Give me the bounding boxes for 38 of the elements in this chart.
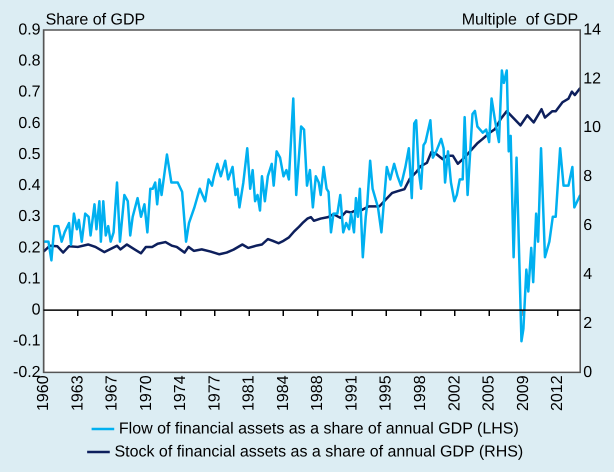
x-tick-label: 1974 [172, 375, 190, 411]
x-tick-label: 1981 [240, 375, 258, 411]
y-tick-label: 0 [32, 302, 41, 319]
y2-tick-label: 12 [583, 70, 602, 88]
y-tick-label: 0.6 [18, 114, 41, 132]
x-tick-label: 2012 [549, 375, 566, 411]
y2-tick-label: 4 [583, 266, 592, 283]
y2-tick-label: 0 [583, 364, 592, 381]
y2-tick-label: 10 [583, 119, 602, 136]
x-tick-label: 1991 [343, 375, 360, 411]
legend-label: Flow of financial assets as a share of annual GDP (LHS) [118, 420, 519, 438]
x-tick-label: 1988 [309, 375, 326, 411]
y-tick-label: 0.8 [18, 52, 41, 70]
x-tick-label: 2009 [514, 375, 532, 411]
y-axis-title: Share of GDP [46, 11, 146, 28]
x-tick-label: 1967 [104, 375, 121, 411]
y2-tick-label: 8 [583, 168, 592, 186]
y-tick-label: 0.7 [18, 84, 41, 101]
y2-tick-label: 14 [583, 21, 602, 38]
y-tick-label: 0.1 [18, 270, 41, 288]
legend-label: Stock of financial assets as a share of annual GDP (RHS) [114, 443, 524, 460]
y2-tick-label: 6 [583, 217, 592, 234]
y-tick-label: 0.4 [18, 177, 41, 194]
y-tick-label: 0.3 [18, 208, 41, 226]
x-tick-label: 2002 [446, 375, 464, 411]
y-tick-label: 0.2 [18, 239, 41, 256]
x-tick-label: 1977 [206, 375, 224, 411]
y-tick-label: 0.9 [18, 21, 41, 38]
y2-tick-label: 2 [583, 314, 592, 332]
y2-axis-title: Multiple of GDP [462, 11, 578, 28]
y-tick-label: 0.5 [18, 146, 41, 163]
x-tick-label: 1963 [69, 375, 86, 411]
x-tick-label: 1970 [138, 375, 155, 411]
x-tick-label: 1995 [378, 375, 395, 411]
x-tick-label: 2005 [480, 375, 498, 411]
x-tick-label: 1984 [274, 375, 292, 411]
x-tick-label: 1998 [412, 375, 429, 411]
y-tick-label: -0.1 [12, 332, 41, 350]
